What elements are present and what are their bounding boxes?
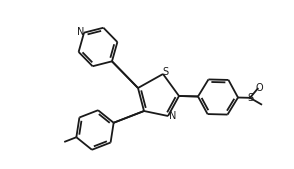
Text: S: S: [247, 93, 253, 103]
Text: S: S: [162, 67, 168, 77]
Text: N: N: [77, 27, 85, 37]
Text: O: O: [256, 83, 263, 93]
Text: N: N: [169, 111, 177, 121]
